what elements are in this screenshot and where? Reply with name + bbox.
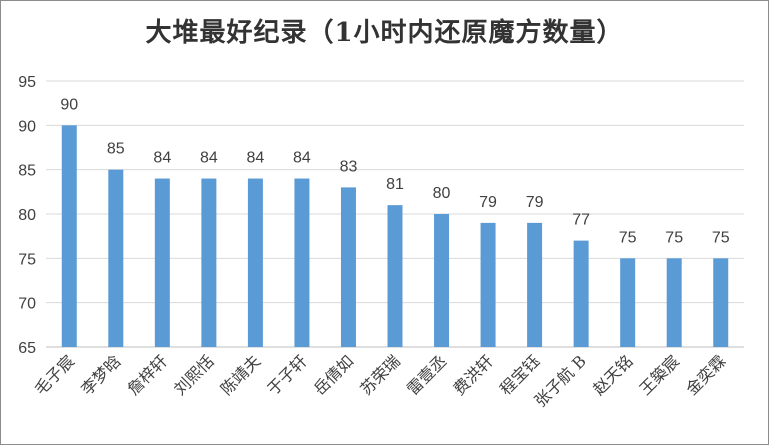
bar (713, 258, 729, 347)
chart-title: 大堆最好纪录（1小时内还原魔方数量） (145, 18, 624, 48)
bar (573, 240, 589, 347)
category-label: 赵天铭 (589, 351, 636, 398)
category-label: 于子轩 (263, 351, 310, 398)
category-label: 刘熙恬 (170, 351, 217, 398)
bar (434, 214, 450, 347)
category-label: 詹梓轩 (124, 351, 171, 398)
data-label: 84 (293, 150, 311, 167)
data-label: 84 (153, 150, 171, 167)
data-label: 90 (60, 96, 78, 113)
data-label: 75 (665, 229, 683, 246)
bar (480, 222, 496, 347)
data-label: 81 (386, 176, 404, 193)
category-label: 苏荣瑞 (356, 351, 403, 398)
y-tick-label: 70 (18, 296, 36, 313)
y-tick-label: 90 (18, 118, 36, 135)
bar (620, 258, 636, 347)
y-tick-label: 85 (18, 163, 36, 180)
data-label: 75 (712, 229, 730, 246)
data-label: 83 (340, 158, 358, 175)
data-label: 77 (572, 212, 590, 229)
data-label: 79 (479, 194, 497, 211)
category-label: 王築宸 (636, 351, 683, 398)
bar (247, 178, 263, 347)
category-label: 雷壹丞 (403, 351, 450, 398)
bar (387, 205, 403, 347)
data-label: 79 (526, 194, 544, 211)
data-label: 80 (433, 185, 451, 202)
category-label: 毛子宸 (31, 351, 78, 398)
bar (154, 178, 170, 347)
y-tick-label: 80 (18, 207, 36, 224)
data-label: 85 (107, 141, 125, 158)
category-label: 费洪轩 (450, 351, 497, 398)
bar (666, 258, 682, 347)
category-label: 岳倩如 (310, 351, 357, 398)
bar (294, 178, 310, 347)
bar (340, 187, 356, 347)
bar (527, 222, 543, 347)
category-label: 李梦晗 (77, 351, 124, 398)
data-label: 84 (200, 150, 218, 167)
category-label: 陈靖夫 (217, 351, 264, 398)
y-tick-label: 95 (18, 74, 36, 91)
category-label: 金奕霖 (682, 351, 729, 398)
data-label: 84 (247, 150, 265, 167)
y-tick-label: 65 (18, 340, 36, 357)
bar (201, 178, 217, 347)
category-label: 张子航 B (531, 351, 590, 410)
data-label: 75 (619, 229, 637, 246)
bar (108, 169, 124, 347)
bar (61, 125, 77, 347)
y-tick-label: 75 (18, 251, 36, 268)
